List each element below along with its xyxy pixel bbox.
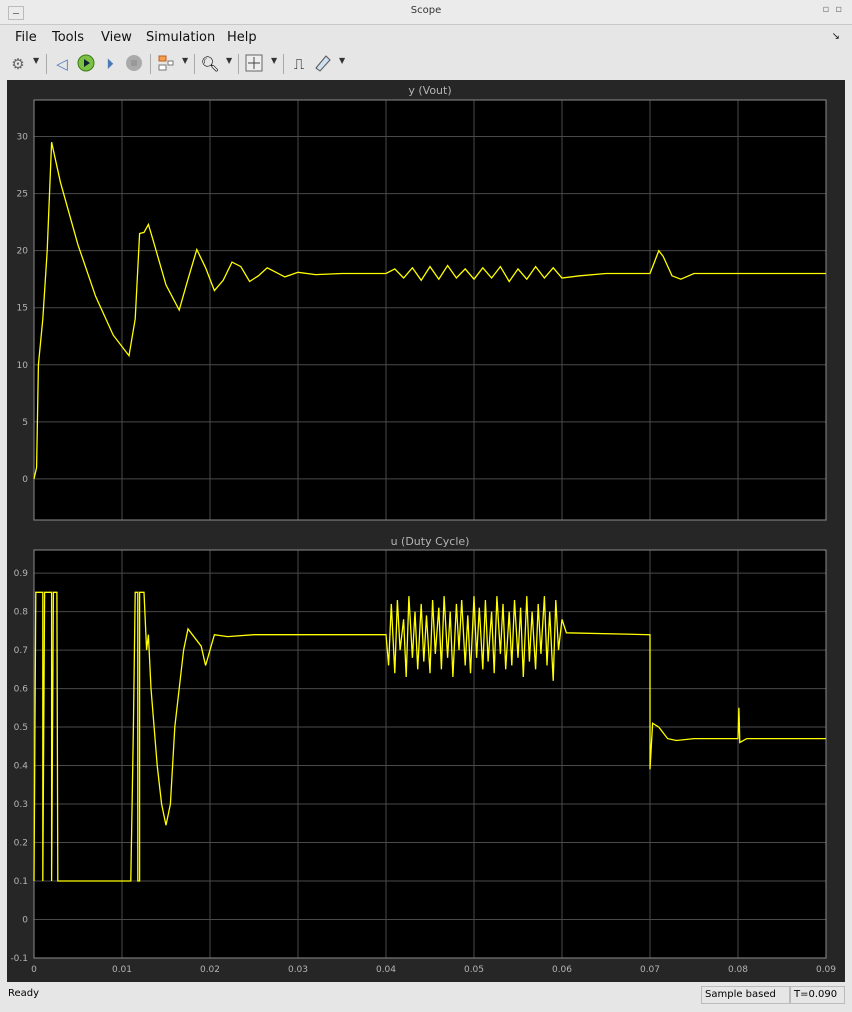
y-tick-label: 5 bbox=[22, 418, 28, 428]
x-tick-label: 0.03 bbox=[288, 965, 308, 975]
fit-axes-icon[interactable] bbox=[244, 54, 264, 74]
axes-duty-cycle[interactable]: -0.100.10.20.30.40.50.60.70.80.90 0.01 0.0… bbox=[10, 549, 836, 975]
zoom-in-icon[interactable]: 🔍︎ bbox=[200, 55, 220, 73]
y-tick-label: 0 bbox=[22, 916, 28, 926]
y-tick-label: 30 bbox=[17, 133, 29, 143]
chevron-down-icon[interactable]: ▼ bbox=[271, 56, 278, 65]
step-back-icon[interactable]: ◁ bbox=[56, 55, 68, 73]
measurements-icon[interactable] bbox=[313, 54, 333, 74]
axes-title-vout: y (Vout) bbox=[408, 84, 451, 97]
signal-trace bbox=[33, 591, 826, 882]
y-tick-label: 0.6 bbox=[14, 685, 29, 695]
step-forward-icon[interactable]: ⏵ bbox=[106, 55, 114, 73]
window-menu-button[interactable] bbox=[8, 6, 24, 20]
signal-selector-icon[interactable] bbox=[156, 54, 176, 74]
y-tick-label: 25 bbox=[17, 190, 28, 200]
axes-border bbox=[33, 549, 827, 959]
menu-simulation[interactable]: Simulation bbox=[146, 30, 216, 45]
window-controls[interactable]: ▫▫ bbox=[822, 4, 848, 15]
y-tick-label: 0.3 bbox=[14, 800, 28, 810]
triggers-icon[interactable]: ⎍ bbox=[293, 55, 305, 73]
sample-mode-indicator: Sample based bbox=[701, 986, 790, 1004]
x-tick-label: 0 bbox=[31, 965, 37, 975]
chevron-down-icon[interactable]: ▼ bbox=[182, 56, 189, 65]
y-tick-label: 0.1 bbox=[14, 877, 28, 887]
axes-title-duty-cycle: u (Duty Cycle) bbox=[391, 535, 470, 548]
x-tick-label: 0.01 bbox=[112, 965, 132, 975]
y-tick-label: -0.1 bbox=[10, 954, 28, 964]
signal-trace bbox=[33, 142, 826, 480]
window-title: Scope bbox=[410, 5, 442, 16]
run-icon[interactable] bbox=[76, 54, 96, 74]
chevron-down-icon[interactable]: ▼ bbox=[33, 56, 40, 65]
divider bbox=[150, 54, 151, 74]
axes-vout[interactable]: 0 5 10 15 20 25 30 bbox=[17, 99, 827, 521]
undock-arrow-icon[interactable]: ↘ bbox=[831, 31, 840, 42]
y-tick-label: 0.8 bbox=[14, 608, 29, 618]
menu-bar: File Tools View Simulation Help ↘ bbox=[6, 28, 846, 48]
menu-file[interactable]: File bbox=[15, 30, 37, 45]
chevron-down-icon[interactable]: ▼ bbox=[226, 56, 233, 65]
gear-icon[interactable]: ⚙ bbox=[11, 55, 25, 73]
y-tick-label: 15 bbox=[17, 304, 28, 314]
y-tick-label: 0.5 bbox=[14, 723, 28, 733]
x-tick-label: 0.02 bbox=[200, 965, 220, 975]
title-bar: Scope ▫▫ bbox=[0, 0, 852, 25]
plot-area bbox=[34, 100, 826, 520]
x-tick-label: 0.04 bbox=[376, 965, 396, 975]
y-tick-label: 0 bbox=[22, 475, 28, 485]
menu-view[interactable]: View bbox=[101, 30, 132, 45]
y-tick-label: 0.4 bbox=[14, 762, 29, 772]
status-bar: Ready Sample based T=0.090 bbox=[0, 983, 852, 1012]
y-tick-label: 10 bbox=[17, 361, 29, 371]
divider bbox=[46, 54, 47, 74]
y-tick-label: 0.2 bbox=[14, 839, 28, 849]
x-tick-label: 0.09 bbox=[816, 965, 836, 975]
x-tick-label: 0.06 bbox=[552, 965, 572, 975]
divider bbox=[194, 54, 195, 74]
divider bbox=[238, 54, 239, 74]
y-tick-label: 20 bbox=[17, 247, 29, 257]
x-tick-label: 0.07 bbox=[640, 965, 660, 975]
chevron-down-icon[interactable]: ▼ bbox=[339, 56, 346, 65]
plot-area bbox=[34, 550, 826, 958]
status-text: Ready bbox=[8, 988, 40, 999]
stop-icon[interactable] bbox=[124, 54, 144, 74]
y-tick-label: 0.9 bbox=[14, 569, 29, 579]
divider bbox=[283, 54, 284, 74]
x-tick-label: 0.05 bbox=[464, 965, 484, 975]
menu-tools[interactable]: Tools bbox=[52, 30, 85, 45]
axes-border bbox=[33, 99, 827, 521]
toolbar: ⚙ ▼ ◁ ⏵ ▼ 🔍︎ ▼ ▼ ⎍ ▼ bbox=[6, 52, 846, 76]
y-tick-label: 0.7 bbox=[14, 646, 28, 656]
menu-help[interactable]: Help bbox=[227, 30, 257, 45]
x-tick-label: 0.08 bbox=[728, 965, 748, 975]
time-readout: T=0.090 bbox=[790, 986, 845, 1004]
